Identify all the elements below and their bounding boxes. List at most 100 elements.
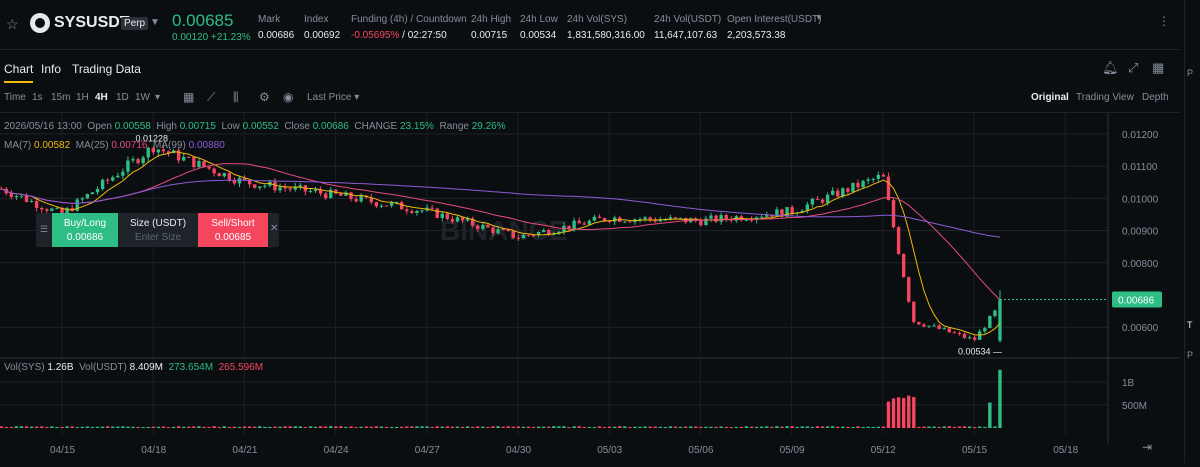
chart-area[interactable]: BINANCE 0.01200 0.01100 0.01000 0.00900 0.00… xyxy=(0,112,1180,463)
volume-bar xyxy=(735,427,738,428)
volume-bar xyxy=(755,427,758,428)
interval-time[interactable]: Time xyxy=(4,92,26,103)
candle-body xyxy=(993,310,996,316)
volume-bar xyxy=(770,427,773,428)
alert-bell-icon[interactable]: 🔔︎ xyxy=(1102,60,1119,76)
candle-body xyxy=(461,217,464,220)
orderbook-edge: P T P xyxy=(1184,0,1200,463)
volume-bar xyxy=(537,427,540,428)
interval-1h[interactable]: 1H xyxy=(76,92,89,103)
volume-bar xyxy=(552,426,555,428)
price-type-select[interactable]: Last Price ▾ xyxy=(307,92,359,103)
candle-body xyxy=(887,177,890,200)
tab-info[interactable]: Info xyxy=(41,62,61,76)
price-tick-label: 0.01100 xyxy=(1122,162,1158,173)
interval-1s[interactable]: 1s xyxy=(32,92,43,103)
expand-icon[interactable]: ⤢ xyxy=(1128,60,1138,76)
view-original[interactable]: Original xyxy=(1031,92,1069,103)
open-interest-caret-icon[interactable]: ▼ xyxy=(815,13,823,22)
layout-grid-icon[interactable]: ▦ xyxy=(1152,60,1164,76)
candle-body xyxy=(674,217,677,218)
calendar-icon[interactable]: ▦ xyxy=(183,90,194,104)
volume-bar xyxy=(937,427,940,428)
volume-bar xyxy=(344,427,347,428)
candle-body xyxy=(20,196,23,197)
candle-body xyxy=(400,202,403,209)
symbol-dropdown-icon[interactable]: ▼ xyxy=(150,17,160,28)
reset-icon[interactable]: ◉ xyxy=(283,90,293,104)
stat-label: 24h Vol(USDT) xyxy=(654,14,721,25)
candle-body xyxy=(111,177,114,180)
volume-bar xyxy=(304,427,307,428)
view-depth[interactable]: Depth xyxy=(1142,92,1169,103)
strip-text: P xyxy=(1187,68,1193,78)
settings-icon[interactable]: ⚙ xyxy=(259,90,270,104)
drag-handle-icon[interactable]: ☰ xyxy=(40,224,48,235)
candle-body xyxy=(532,235,535,236)
stat-label: Funding (4h) / Countdown xyxy=(351,14,467,25)
scroll-to-latest-icon[interactable]: ⇥ xyxy=(1142,440,1152,454)
candle-body xyxy=(983,328,986,331)
indicators-icon[interactable]: ⟋ xyxy=(207,90,215,105)
current-price-tag-text: 0.00686 xyxy=(1118,296,1155,307)
volume-bar xyxy=(35,427,38,428)
volume-bar xyxy=(50,426,53,428)
interval-dropdown-icon[interactable]: ▾ xyxy=(155,92,160,103)
tab-trading-data[interactable]: Trading Data xyxy=(72,62,141,76)
volume-bar xyxy=(836,427,839,428)
volume-bar xyxy=(385,427,388,428)
candle-body xyxy=(456,217,459,221)
candle-type-icon[interactable]: ⫼ xyxy=(233,90,239,105)
legend-low-label: Low xyxy=(221,121,239,132)
symbol-name[interactable]: SYSUSDT xyxy=(54,14,130,32)
candle-body xyxy=(430,208,433,209)
ma25-value: 0.00716 xyxy=(111,140,147,151)
candle-body xyxy=(106,180,109,181)
volume-bar xyxy=(562,426,565,428)
stat-24h-vol-usdt: 24h Vol(USDT) 11,647,107.63 xyxy=(654,14,721,41)
interval-4h[interactable]: 4H xyxy=(95,92,108,103)
interval-1d[interactable]: 1D xyxy=(116,92,129,103)
size-placeholder: Enter Size xyxy=(118,232,198,243)
volume-bar xyxy=(811,427,814,428)
more-icon[interactable]: ⋮ xyxy=(1158,14,1170,28)
sell-short-button[interactable]: Sell/Short 0.00685 xyxy=(198,213,268,247)
close-icon[interactable]: ✕ xyxy=(270,223,278,234)
volume-bar xyxy=(633,427,636,428)
legend-open-label: Open xyxy=(87,121,111,132)
candle-body xyxy=(577,221,580,224)
volume-bar xyxy=(410,426,413,428)
candle-body xyxy=(314,190,317,191)
buy-long-button[interactable]: Buy/Long 0.00686 xyxy=(52,213,118,247)
vol-usdt-label: Vol(USDT) xyxy=(79,362,127,373)
candle-body xyxy=(932,325,935,326)
legend-change: 23.15% xyxy=(400,121,434,132)
favorite-star-icon[interactable]: ☆ xyxy=(6,16,19,33)
volume-bar xyxy=(750,427,753,428)
chart-grid xyxy=(0,113,1180,443)
volume-bar xyxy=(821,426,824,428)
size-input[interactable]: Size (USDT) Enter Size xyxy=(118,213,198,247)
candle-body xyxy=(623,221,626,222)
volume-bar xyxy=(674,427,677,428)
volume-bar xyxy=(922,427,925,428)
volume-bar xyxy=(70,426,73,428)
candle-body xyxy=(481,225,484,229)
volume-bar xyxy=(456,427,459,428)
candle-body xyxy=(943,328,946,329)
contract-type-badge: Perp xyxy=(121,17,148,30)
vol-sys-label: Vol(SYS) xyxy=(4,362,45,373)
volume-bar xyxy=(861,427,864,428)
interval-15m[interactable]: 15m xyxy=(51,92,70,103)
volume-bar xyxy=(608,427,611,428)
volume-bar xyxy=(775,426,778,428)
interval-1w[interactable]: 1W xyxy=(135,92,150,103)
candlestick-chart-svg[interactable]: BINANCE 0.012000.011000.010000.009000.00… xyxy=(0,113,1180,464)
view-trading-view[interactable]: Trading View xyxy=(1076,92,1134,103)
volume-bar xyxy=(780,427,783,428)
tab-chart[interactable]: Chart xyxy=(4,62,33,83)
volume-bar xyxy=(294,426,297,428)
volume-bar xyxy=(430,427,433,428)
candle-body xyxy=(501,229,504,230)
candle-body xyxy=(192,157,195,167)
